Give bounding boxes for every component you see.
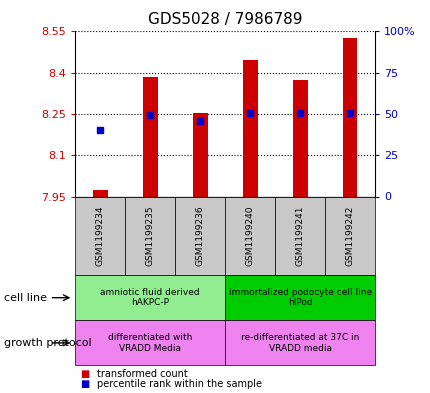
Bar xyxy=(93,190,108,196)
Text: re-differentiated at 37C in
VRADD media: re-differentiated at 37C in VRADD media xyxy=(240,333,359,353)
Text: GSM1199240: GSM1199240 xyxy=(245,206,254,266)
Text: ■: ■ xyxy=(80,379,89,389)
Title: GDS5028 / 7986789: GDS5028 / 7986789 xyxy=(147,13,302,28)
Text: ■: ■ xyxy=(80,369,89,379)
Bar xyxy=(192,113,207,196)
Text: GSM1199235: GSM1199235 xyxy=(145,206,154,266)
Text: GSM1199236: GSM1199236 xyxy=(195,206,204,266)
Text: percentile rank within the sample: percentile rank within the sample xyxy=(97,379,261,389)
Bar xyxy=(342,39,356,197)
Text: differentiated with
VRADD Media: differentiated with VRADD Media xyxy=(108,333,192,353)
Bar xyxy=(242,61,257,196)
Text: GSM1199241: GSM1199241 xyxy=(295,206,304,266)
Text: cell line: cell line xyxy=(4,293,47,303)
Text: immortalized podocyte cell line
hIPod: immortalized podocyte cell line hIPod xyxy=(228,288,371,307)
Text: transformed count: transformed count xyxy=(97,369,187,379)
Bar xyxy=(292,80,307,196)
Bar xyxy=(142,77,157,196)
Text: growth protocol: growth protocol xyxy=(4,338,92,348)
Text: GSM1199242: GSM1199242 xyxy=(345,206,354,266)
Text: GSM1199234: GSM1199234 xyxy=(95,206,104,266)
Text: amniotic fluid derived
hAKPC-P: amniotic fluid derived hAKPC-P xyxy=(100,288,200,307)
